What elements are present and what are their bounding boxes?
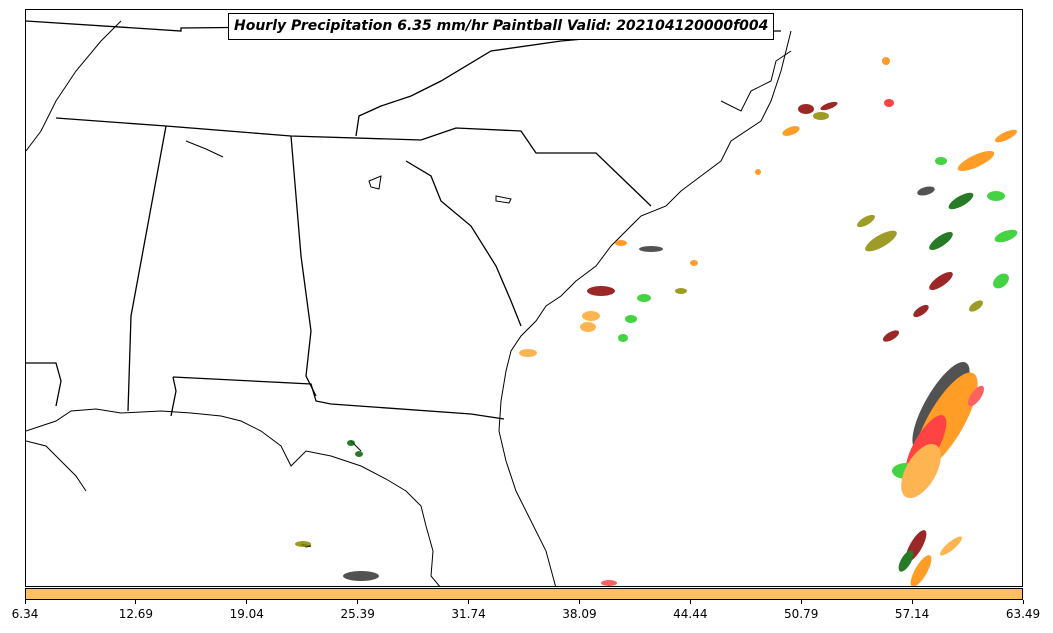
- blob-darkred: [913, 304, 929, 318]
- blob-green: [987, 191, 1005, 201]
- blob-darkred: [820, 101, 838, 111]
- map-title: Hourly Precipitation 6.35 mm/hr Paintbal…: [228, 13, 775, 40]
- blob-dark: [917, 186, 935, 196]
- coastlines: [26, 20, 792, 586]
- blob-red: [884, 99, 894, 107]
- blob-olive: [969, 300, 983, 312]
- bay-coast: [26, 20, 122, 152]
- gulf-coast: [26, 408, 440, 586]
- blob-orange: [582, 311, 600, 321]
- band-green: [898, 550, 914, 572]
- blob-orange: [615, 240, 627, 246]
- blob-green: [637, 294, 651, 302]
- blob-darkred: [798, 104, 814, 114]
- colorbar-tick-label: 38.09: [562, 607, 597, 621]
- colorbar-tick-label: 57.14: [894, 607, 930, 621]
- blob-green: [994, 229, 1018, 243]
- band-red: [967, 385, 985, 407]
- blob-olive: [675, 288, 687, 294]
- colorbar-tick: [468, 600, 470, 604]
- colorbar-tick: [800, 600, 802, 604]
- colorbar-tick-label: 6.34: [11, 607, 39, 621]
- blob-orange: [994, 129, 1018, 143]
- colorbar-tick-label: 12.69: [118, 607, 154, 621]
- colorbar-tick-label: 50.79: [784, 607, 819, 621]
- blob-darkgreen: [929, 231, 953, 251]
- lake-guntersville: [185, 140, 224, 158]
- colorbar-tick: [578, 600, 580, 604]
- colorbar-tick: [1022, 600, 1024, 604]
- blob-orange: [957, 150, 995, 172]
- map-canvas: [26, 20, 1018, 586]
- blob-dark: [639, 246, 663, 252]
- blob-orange: [755, 169, 761, 175]
- colorbar-tick: [135, 600, 137, 604]
- precipitation-blobs: [295, 57, 1018, 586]
- blob-olive: [865, 230, 897, 252]
- band-orange: [901, 443, 941, 499]
- blob-green: [935, 157, 947, 165]
- blob-orange: [519, 349, 537, 357]
- colorbar-tick: [911, 600, 913, 604]
- blob-darkred: [929, 271, 953, 291]
- blob-green: [625, 315, 637, 323]
- mississippi-alabama-border: [127, 125, 167, 412]
- blob-green: [355, 451, 363, 457]
- gulf-panhandle-border: [170, 376, 177, 417]
- colorbar-tick-label: 19.04: [229, 607, 264, 621]
- colorbar-tick-label: 63.49: [1005, 607, 1041, 621]
- blob-green: [993, 273, 1009, 289]
- delta-coast: [26, 440, 87, 492]
- louisiana-border: [26, 362, 62, 407]
- blob-orange: [580, 322, 596, 332]
- blob-olive: [295, 541, 311, 547]
- band-orange: [910, 555, 932, 586]
- pamlico-coast: [720, 50, 792, 112]
- blob-green: [618, 334, 628, 342]
- tennessee-southern-border: [55, 117, 422, 141]
- colorbar-tick-label: 25.39: [340, 607, 375, 621]
- blob-darkred: [882, 330, 900, 342]
- blob-orange: [782, 126, 800, 136]
- lake-murray: [368, 175, 382, 190]
- lake-marion: [495, 195, 512, 204]
- colorbar-tick-label: 44.44: [673, 607, 708, 621]
- colorbar-tick: [357, 600, 359, 604]
- sc-nc-border: [420, 127, 652, 207]
- blob-dark: [343, 571, 379, 581]
- florida-northern-border: [172, 376, 505, 420]
- colorbar-tick: [24, 600, 26, 604]
- colorbar-tick: [689, 600, 691, 604]
- atlantic-coast: [498, 30, 792, 586]
- map-area: [25, 9, 1023, 587]
- blob-darkgreen: [948, 192, 974, 210]
- blob-red: [601, 580, 617, 586]
- blob-green: [347, 440, 355, 446]
- sc-ga-border: [405, 160, 522, 327]
- state-borders: [26, 20, 781, 420]
- colorbar: [25, 588, 1023, 600]
- blob-olive: [813, 112, 829, 120]
- colorbar-tick-label: 31.74: [451, 607, 486, 621]
- alabama-georgia-border: [290, 135, 317, 397]
- va-interior-line: [355, 28, 772, 137]
- blob-orange: [690, 260, 698, 266]
- colorbar-tick: [246, 600, 248, 604]
- band-orange: [939, 536, 963, 556]
- blob-olive: [857, 214, 875, 228]
- blob-orange: [882, 57, 890, 65]
- blob-darkred: [587, 286, 615, 296]
